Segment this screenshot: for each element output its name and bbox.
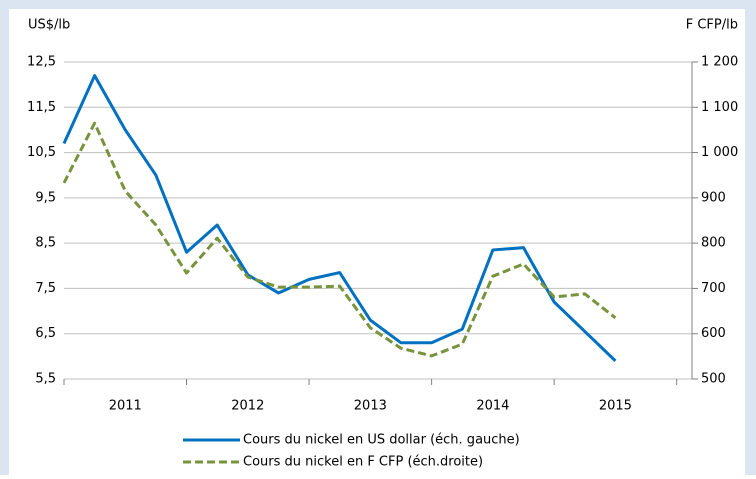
legend-label: Cours du nickel en F CFP (éch.droite) — [243, 455, 483, 470]
data-line — [62, 121, 617, 358]
y-tick-label: 11,5 — [27, 100, 56, 115]
panel — [9, 9, 745, 475]
y2-tick-label: 1 100 — [701, 100, 738, 115]
y-tick-label: 8,5 — [35, 236, 56, 251]
y2-tick-label: 600 — [701, 326, 726, 341]
y-tick-label: 9,5 — [35, 190, 56, 205]
y2-tick-label: 800 — [701, 236, 726, 251]
x-tick-label: 2011 — [109, 399, 142, 414]
y-tick-label: 7,5 — [35, 281, 56, 296]
y2-tick-label: 1 000 — [701, 145, 738, 160]
y-tick-label: 5,5 — [35, 372, 56, 387]
x-tick-label: 2012 — [231, 399, 264, 414]
data-line — [62, 74, 617, 362]
legend-label: Cours du nickel en US dollar (éch. gauch… — [243, 433, 520, 448]
y-tick-label: 12,5 — [27, 55, 56, 70]
x-tick-label: 2015 — [599, 399, 632, 414]
y-tick-label: 10,5 — [27, 145, 56, 160]
y2-axis-label: F CFP/lb — [686, 18, 738, 33]
y2-tick-label: 700 — [701, 281, 726, 296]
y-axis-label: US$/lb — [28, 18, 70, 33]
x-tick-label: 2014 — [476, 399, 509, 414]
y-tick-label: 6,5 — [35, 326, 56, 341]
x-tick-label: 2013 — [354, 399, 387, 414]
y2-tick-label: 900 — [701, 190, 726, 205]
y2-tick-label: 500 — [701, 372, 726, 387]
y2-tick-label: 1 200 — [701, 55, 738, 70]
